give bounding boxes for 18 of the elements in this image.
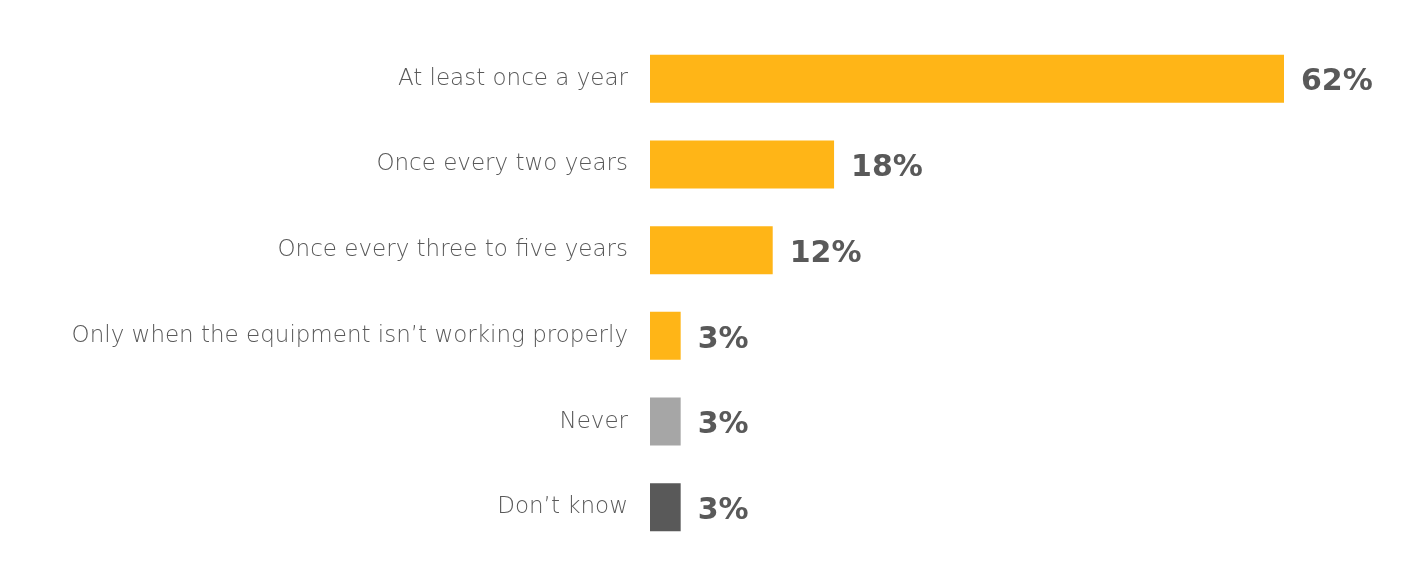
y-tick-label: Don’t know: [497, 492, 628, 519]
y-tick-label: Once every three to five years: [277, 235, 628, 262]
data-label: 3%: [697, 319, 749, 355]
bar: [650, 140, 835, 189]
bar: [650, 483, 681, 532]
y-tick-label: Never: [559, 406, 629, 433]
y-tick-label: Once every two years: [376, 149, 628, 176]
y-tick-label: Only when the equipment isn’t working properly: [71, 320, 628, 347]
data-label: 18%: [851, 148, 923, 184]
data-label: 62%: [1301, 62, 1373, 98]
y-tick-label: At least once a year: [397, 63, 629, 90]
data-label: 12%: [789, 233, 862, 269]
bar: [650, 397, 681, 446]
data-label: 3%: [697, 491, 749, 527]
data-label: 3%: [697, 405, 749, 441]
bar: [650, 226, 773, 275]
bar: [650, 54, 1284, 103]
bar: [650, 311, 681, 360]
